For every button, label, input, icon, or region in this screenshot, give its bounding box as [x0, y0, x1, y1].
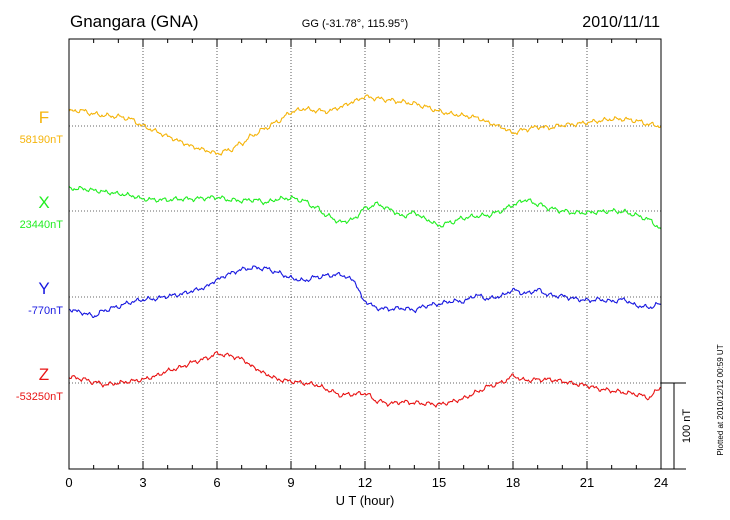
scale-bar-label: 100 nT — [681, 409, 693, 444]
x-tick-label: 21 — [580, 475, 594, 490]
series-line-f — [68, 94, 662, 156]
x-tick-label: 9 — [287, 475, 294, 490]
grid — [69, 39, 661, 469]
x-axis-title: U T (hour) — [336, 493, 395, 508]
x-tick-label: 3 — [139, 475, 146, 490]
x-tick-label: 18 — [506, 475, 520, 490]
series-baseline-x: 23440nT — [20, 219, 64, 231]
series-label-f: F — [39, 108, 49, 127]
plotted-timestamp: Plotted at 2010/12/12 00:59 UT — [716, 344, 725, 455]
station-coords: GG (-31.78°, 115.95°) — [302, 18, 408, 30]
plot-frame — [68, 38, 662, 470]
series-baseline-f: 58190nT — [20, 134, 64, 146]
series-baseline-z: -53250nT — [16, 391, 63, 403]
series-label-x: X — [38, 193, 49, 212]
series-traces: F 58190nT X 23440nT Y -770nT Z -53250nT — [16, 94, 662, 408]
series-line-z — [68, 350, 662, 408]
x-tick-label: 0 — [65, 475, 72, 490]
chart-date: 2010/11/11 — [582, 14, 660, 31]
series-label-y: Y — [38, 279, 49, 298]
series-line-x — [68, 185, 662, 230]
x-axis-ticks: 0 3 6 9 12 15 18 21 24 — [65, 39, 668, 490]
series-line-y — [68, 265, 662, 319]
series-baseline-y: -770nT — [28, 305, 63, 317]
x-tick-label: 6 — [213, 475, 220, 490]
series-label-z: Z — [39, 365, 49, 384]
x-tick-label: 24 — [654, 475, 668, 490]
station-title: Gnangara (GNA) — [70, 12, 199, 31]
x-tick-label: 15 — [432, 475, 446, 490]
x-tick-label: 12 — [358, 475, 372, 490]
